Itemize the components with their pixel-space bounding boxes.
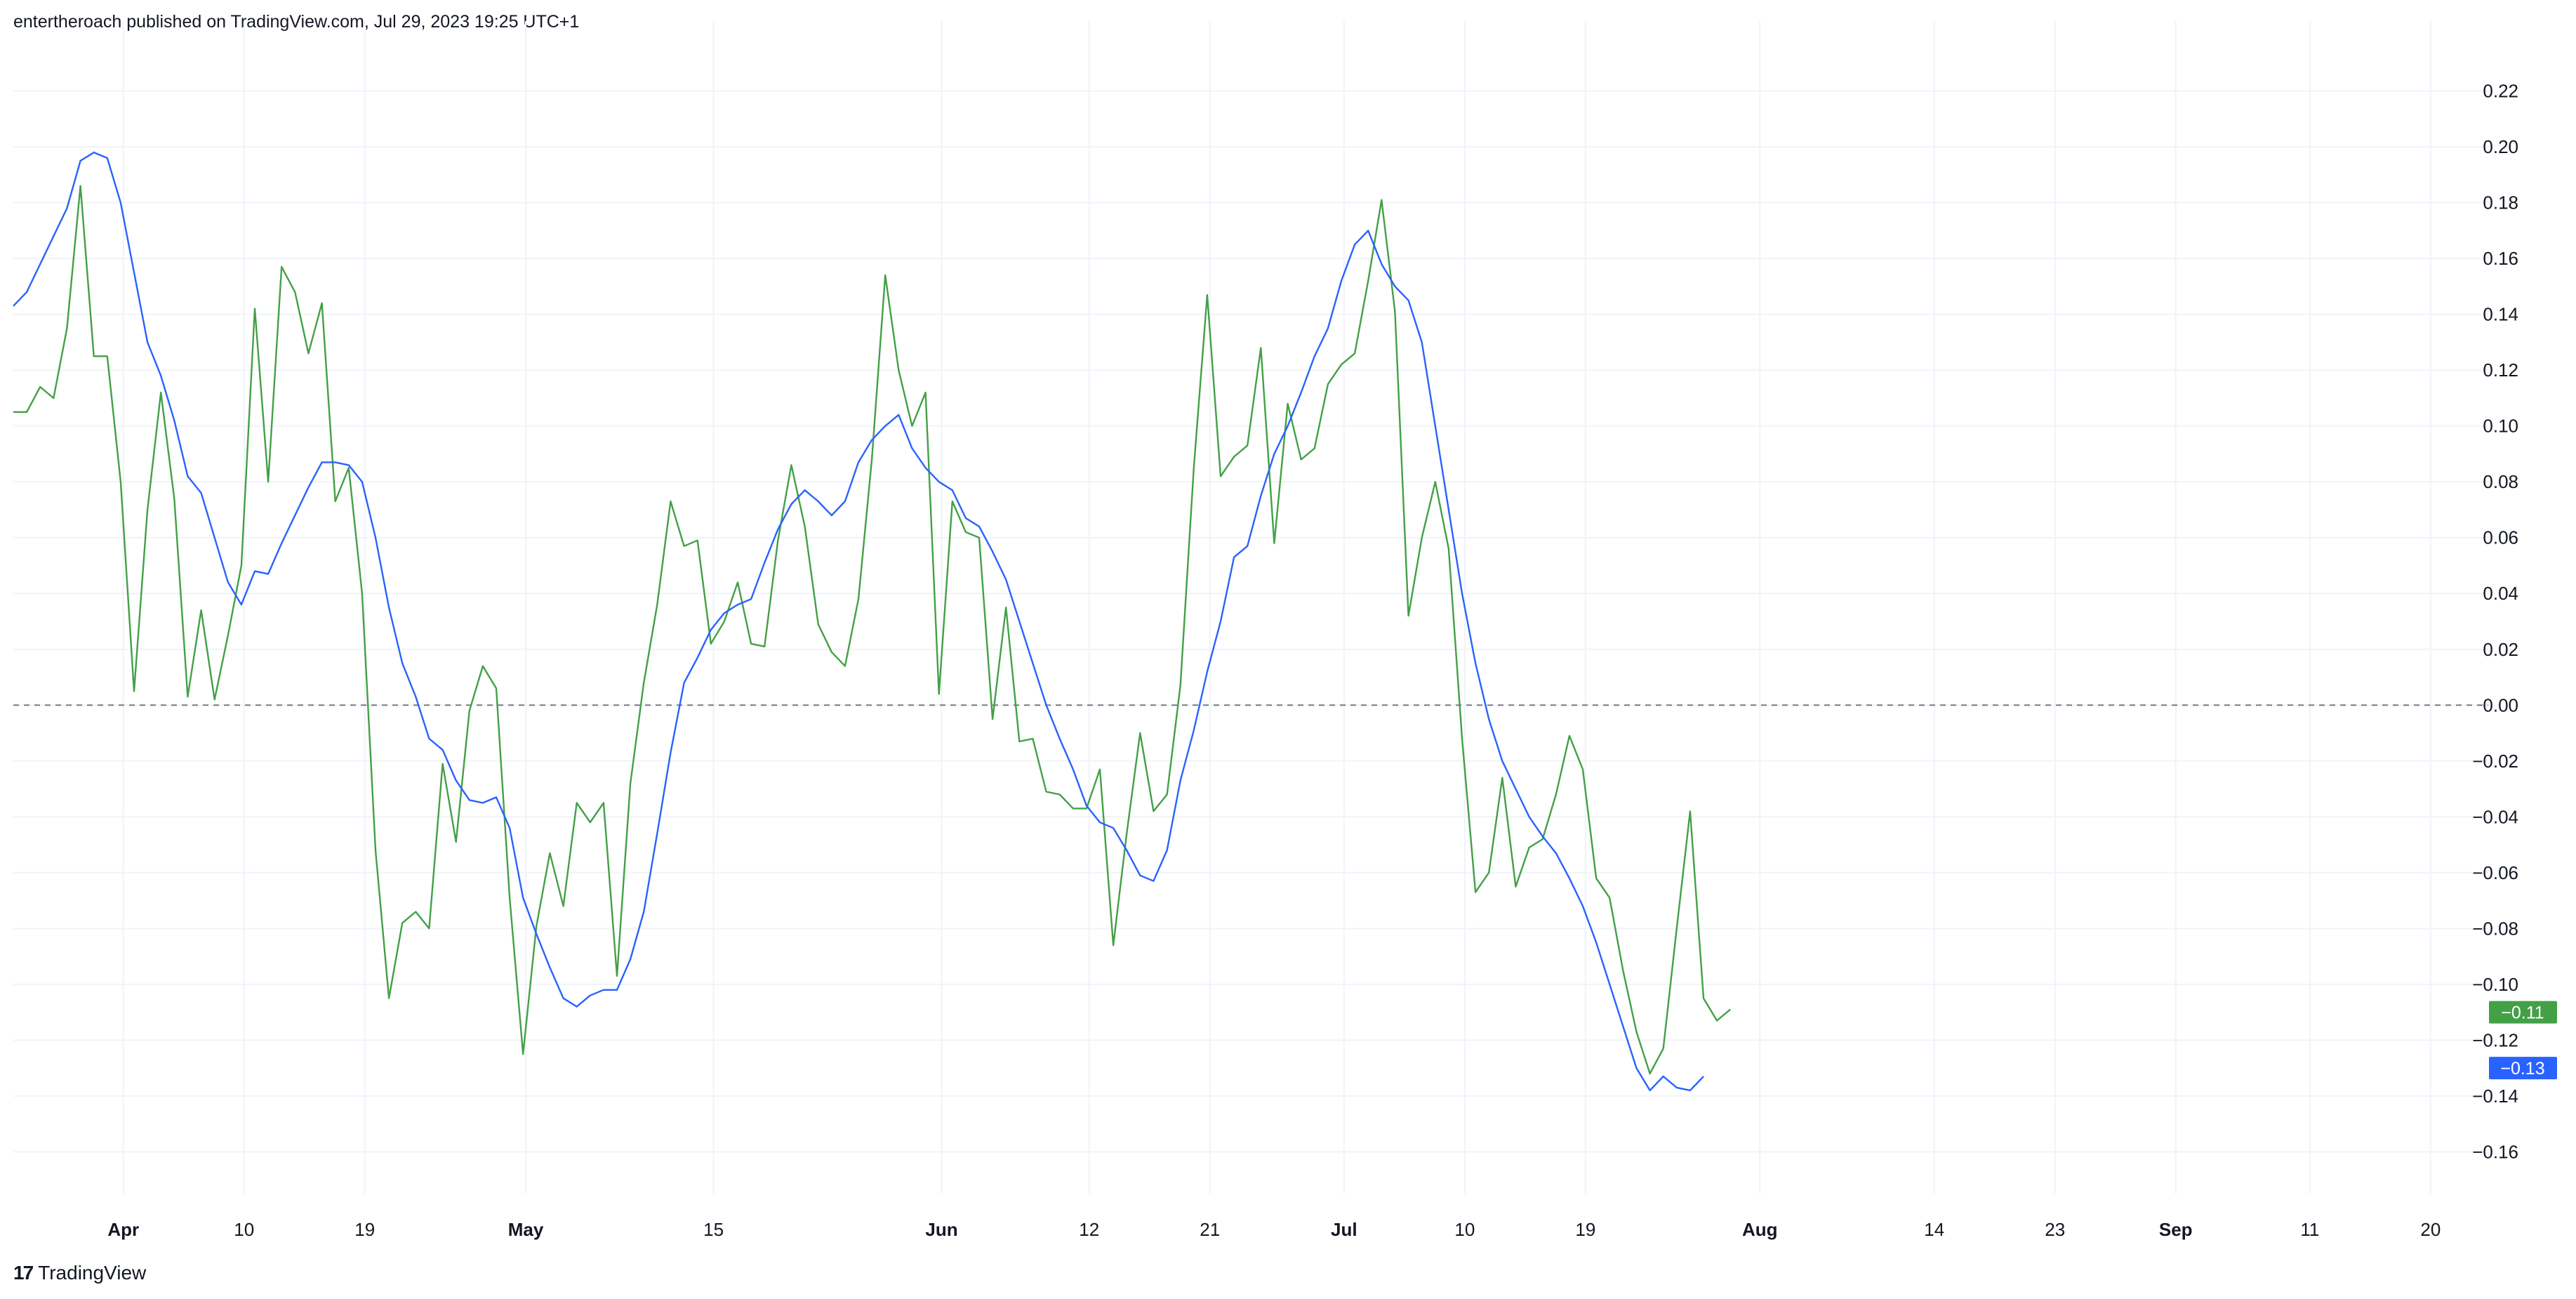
last-value-label-0: −0.11 xyxy=(2501,1003,2544,1023)
x-tick-label: 10 xyxy=(1454,1219,1475,1240)
y-tick-label: 0.00 xyxy=(2483,694,2518,716)
y-tick-label: −0.02 xyxy=(2472,751,2518,772)
x-tick-label: Apr xyxy=(107,1219,139,1240)
y-tick-label: 0.04 xyxy=(2483,583,2518,604)
x-tick-label: 19 xyxy=(1575,1219,1595,1240)
x-tick-label: 11 xyxy=(2300,1219,2319,1240)
last-value-label-1: −0.13 xyxy=(2500,1059,2544,1079)
y-tick-label: 0.18 xyxy=(2483,192,2518,213)
y-tick-label: 0.16 xyxy=(2483,248,2518,269)
x-tick-label: Sep xyxy=(2159,1219,2193,1240)
y-tick-label: 0.20 xyxy=(2483,136,2518,157)
y-tick-label: 0.06 xyxy=(2483,527,2518,548)
tradingview-logo[interactable]: 17 TradingView xyxy=(13,1262,146,1284)
y-tick-label: −0.08 xyxy=(2472,918,2518,939)
series-layer xyxy=(13,151,1731,1092)
tradingview-logo-text: TradingView xyxy=(38,1262,147,1284)
x-tick-label: 12 xyxy=(1079,1219,1099,1240)
y-axis[interactable]: 0.22 0.20 0.18 0.16 0.14 0.12 0.10 0.08 0.06 0.04… xyxy=(2472,81,2518,1163)
grid xyxy=(13,21,2488,1194)
x-tick-label: 21 xyxy=(1200,1219,1220,1240)
x-axis[interactable]: Apr 10 19 May 15 Jun 12 21 Jul 10 19 Aug 14 23 Sep 11 20 xyxy=(107,1219,2441,1240)
x-tick-label: 15 xyxy=(703,1219,724,1240)
series-line-1[interactable] xyxy=(13,151,1704,1092)
x-tick-label: 10 xyxy=(234,1219,254,1240)
y-tick-label: −0.12 xyxy=(2472,1029,2518,1050)
x-tick-label: May xyxy=(508,1219,544,1240)
x-tick-label: 19 xyxy=(354,1219,375,1240)
x-tick-label: 20 xyxy=(2420,1219,2441,1240)
y-tick-label: −0.10 xyxy=(2472,974,2518,995)
y-tick-label: 0.22 xyxy=(2483,81,2518,102)
y-tick-label: −0.04 xyxy=(2472,806,2518,827)
last-value-badge-1 xyxy=(2489,1057,2557,1080)
x-tick-label: 14 xyxy=(1924,1219,1944,1240)
x-tick-label: Jun xyxy=(925,1219,957,1240)
x-tick-label: Aug xyxy=(1742,1219,1778,1240)
y-tick-label: −0.06 xyxy=(2472,862,2518,883)
y-tick-label: 0.14 xyxy=(2483,304,2518,325)
x-tick-label: 23 xyxy=(2045,1219,2065,1240)
last-value-badge-0 xyxy=(2489,1001,2557,1024)
y-tick-label: −0.16 xyxy=(2472,1141,2518,1162)
y-tick-label: 0.02 xyxy=(2483,639,2518,660)
y-tick-label: 0.12 xyxy=(2483,360,2518,381)
x-tick-label: Jul xyxy=(1331,1219,1357,1240)
tradingview-logo-icon: 17 xyxy=(13,1262,34,1284)
series-line-0[interactable] xyxy=(13,185,1731,1075)
y-tick-label: −0.14 xyxy=(2472,1086,2518,1107)
y-tick-label: 0.10 xyxy=(2483,416,2518,437)
publish-info: entertheroach published on TradingView.c… xyxy=(13,12,580,32)
y-tick-label: 0.08 xyxy=(2483,471,2518,492)
last-value-badges: −0.11 −0.13 xyxy=(2489,1001,2557,1080)
